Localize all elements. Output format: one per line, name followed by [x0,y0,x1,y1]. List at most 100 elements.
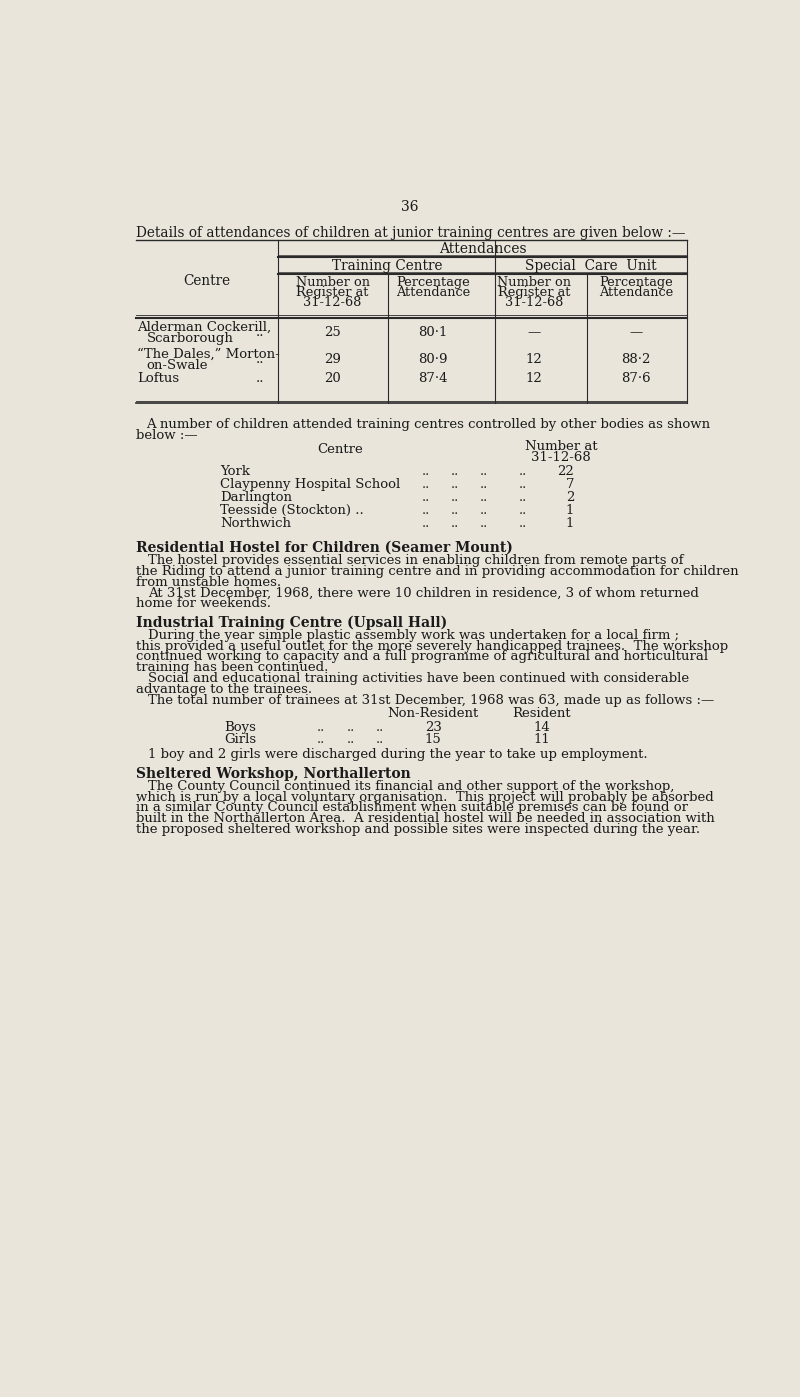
Text: ..: .. [480,465,488,478]
Text: Social and educational training activities have been continued with considerable: Social and educational training activiti… [148,672,689,685]
Text: 2: 2 [566,490,574,504]
Text: Centre: Centre [183,274,230,288]
Text: 12: 12 [526,353,542,366]
Text: 80·1: 80·1 [418,327,448,339]
Text: 7: 7 [566,478,574,490]
Text: ..: .. [376,721,384,733]
Text: A number of children attended training centres controlled by other bodies as sho: A number of children attended training c… [146,418,710,430]
Text: The hostel provides essential services in enabling children from remote parts of: The hostel provides essential services i… [148,555,683,567]
Text: Northwich: Northwich [220,517,291,531]
Text: Number on: Number on [497,277,571,289]
Text: ..: .. [518,465,526,478]
Text: Percentage: Percentage [599,277,673,289]
Text: ..: .. [317,721,326,733]
Text: —: — [527,327,541,339]
Text: Girls: Girls [224,733,256,746]
Text: 31-12-68: 31-12-68 [531,451,591,464]
Text: 11: 11 [534,733,550,746]
Text: ..: .. [422,465,430,478]
Text: ..: .. [450,490,458,504]
Text: ..: .. [518,478,526,490]
Text: Darlington: Darlington [220,490,292,504]
Text: ..: .. [480,490,488,504]
Text: 20: 20 [324,373,341,386]
Text: in a similar County Council establishment when suitable premises can be found or: in a similar County Council establishmen… [136,802,688,814]
Text: Number at: Number at [525,440,598,453]
Text: ..: .. [256,373,264,386]
Text: Percentage: Percentage [396,277,470,289]
Text: Training Centre: Training Centre [331,258,442,272]
Text: Register at: Register at [296,286,369,299]
Text: Attendances: Attendances [438,242,526,256]
Text: 15: 15 [425,733,442,746]
Text: 29: 29 [324,353,341,366]
Text: Attendance: Attendance [599,286,674,299]
Text: ..: .. [376,733,384,746]
Text: 14: 14 [534,721,550,733]
Text: below :—: below :— [136,429,198,443]
Text: Attendance: Attendance [396,286,470,299]
Text: Details of attendances of children at junior training centres are given below :—: Details of attendances of children at ju… [136,226,685,240]
Text: Industrial Training Centre (Upsall Hall): Industrial Training Centre (Upsall Hall) [136,616,447,630]
Text: 31-12-68: 31-12-68 [303,296,362,309]
Text: 1: 1 [566,504,574,517]
Text: ..: .. [317,733,326,746]
Text: 12: 12 [526,373,542,386]
Text: 31-12-68: 31-12-68 [505,296,563,309]
Text: 87·4: 87·4 [418,373,448,386]
Text: 80·9: 80·9 [418,353,448,366]
Text: ..: .. [256,327,264,339]
Text: 87·6: 87·6 [622,373,651,386]
Text: ..: .. [256,353,264,366]
Text: ..: .. [480,517,488,531]
Text: York: York [220,465,250,478]
Text: ..: .. [480,504,488,517]
Text: built in the Northallerton Area.  A residential hostel will be needed in associa: built in the Northallerton Area. A resid… [136,812,714,826]
Text: 88·2: 88·2 [622,353,651,366]
Text: this provided a useful outlet for the more severely handicapped trainees.  The w: this provided a useful outlet for the mo… [136,640,728,652]
Text: the proposed sheltered workshop and possible sites were inspected during the yea: the proposed sheltered workshop and poss… [136,823,700,835]
Text: ..: .. [518,504,526,517]
Text: ..: .. [450,465,458,478]
Text: ..: .. [518,517,526,531]
Text: ..: .. [422,517,430,531]
Text: ..: .. [518,490,526,504]
Text: ..: .. [346,721,354,733]
Text: ..: .. [346,733,354,746]
Text: The total number of trainees at 31st December, 1968 was 63, made up as follows :: The total number of trainees at 31st Dec… [148,693,714,707]
Text: training has been continued.: training has been continued. [136,661,328,675]
Text: Residential Hostel for Children (Seamer Mount): Residential Hostel for Children (Seamer … [136,541,513,555]
Text: Scarborough: Scarborough [146,331,234,345]
Text: ..: .. [450,517,458,531]
Text: Alderman Cockerill,: Alderman Cockerill, [138,321,271,334]
Text: ..: .. [480,478,488,490]
Text: on-Swale: on-Swale [146,359,208,372]
Text: Centre: Centre [318,443,363,457]
Text: During the year simple plastic assembly work was undertaken for a local firm ;: During the year simple plastic assembly … [148,629,679,641]
Text: 25: 25 [324,327,341,339]
Text: 36: 36 [402,200,418,214]
Text: 1: 1 [566,517,574,531]
Text: the Riding to attend a junior training centre and in providing accommodation for: the Riding to attend a junior training c… [136,564,738,578]
Text: “The Dales,” Morton-: “The Dales,” Morton- [138,348,280,360]
Text: At 31st December, 1968, there were 10 children in residence, 3 of whom returned: At 31st December, 1968, there were 10 ch… [148,587,699,599]
Text: 23: 23 [425,721,442,733]
Text: ..: .. [450,504,458,517]
Text: 1 boy and 2 girls were discharged during the year to take up employment.: 1 boy and 2 girls were discharged during… [148,749,648,761]
Text: —: — [630,327,643,339]
Text: ..: .. [422,478,430,490]
Text: Sheltered Workshop, Northallerton: Sheltered Workshop, Northallerton [136,767,410,781]
Text: ..: .. [422,490,430,504]
Text: Non-Resident: Non-Resident [388,707,479,721]
Text: home for weekends.: home for weekends. [136,598,270,610]
Text: 22: 22 [558,465,574,478]
Text: Special  Care  Unit: Special Care Unit [525,258,657,272]
Text: The County Council continued its financial and other support of the workshop,: The County Council continued its financi… [148,780,674,792]
Text: Teesside (Stockton) ..: Teesside (Stockton) .. [220,504,364,517]
Text: Resident: Resident [513,707,571,721]
Text: Loftus: Loftus [138,373,179,386]
Text: continued working to capacity and a full programme of agricultural and horticult: continued working to capacity and a full… [136,651,708,664]
Text: Boys: Boys [224,721,256,733]
Text: Register at: Register at [498,286,570,299]
Text: Claypenny Hospital School: Claypenny Hospital School [220,478,400,490]
